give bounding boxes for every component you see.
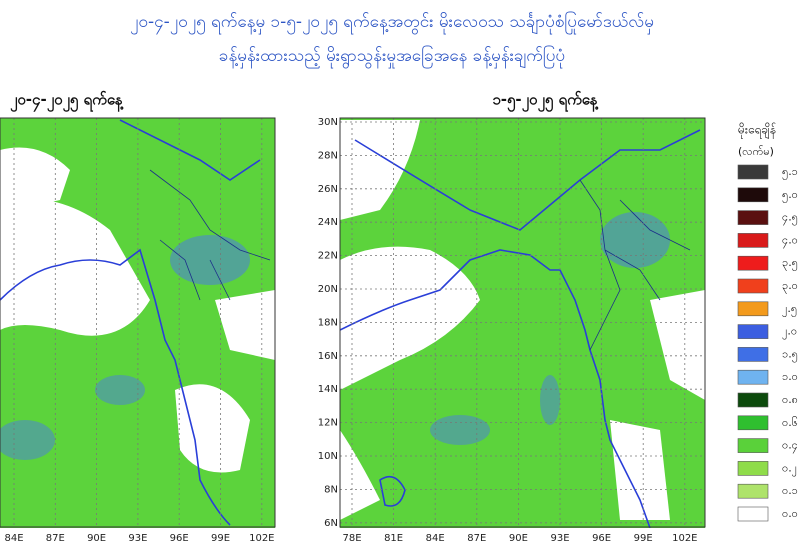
- y-tick-label: 12N: [318, 418, 338, 429]
- y-tick-label: 18N: [318, 317, 338, 328]
- x-tick-label: 87E: [46, 533, 65, 544]
- legend-label: ၁.၀: [782, 370, 798, 383]
- map-right: [340, 118, 705, 528]
- map-title: ၁-၅-၂၀၂၅ ရက်နေ့: [492, 90, 599, 113]
- y-tick-label: 20N: [318, 284, 338, 295]
- x-tick-label: 81E: [384, 533, 403, 544]
- legend-swatch: [737, 164, 769, 180]
- legend-label: ၂.၀: [782, 325, 797, 340]
- legend-swatch: [737, 301, 769, 317]
- x-tick-label: 78E: [342, 533, 361, 544]
- legend-swatch: [737, 483, 769, 499]
- legend-label: ၀.၀: [782, 507, 798, 520]
- y-tick-label: 8N: [324, 484, 338, 495]
- header-line: ၂၀-၄-၂၀၂၅ ရက်နေ့မှ ၁-၅-၂၀၂၅ ရက်နေ့အတွင်း…: [130, 10, 654, 35]
- y-tick-label: 26N: [318, 184, 338, 195]
- x-tick-label: 93E: [128, 533, 147, 544]
- y-tick-label: 28N: [318, 150, 338, 161]
- legend-label: ၀.၂: [782, 461, 797, 476]
- y-tick-label: 24N: [318, 217, 338, 228]
- legend-swatch: [737, 461, 769, 476]
- map-frame: [339, 117, 706, 528]
- legend-swatch: [737, 233, 769, 248]
- legend-label: ၁.၅: [782, 347, 798, 362]
- map-title: ၂၀-၄-၂၀၂၅ ရက်နေ့: [10, 90, 124, 113]
- legend-label: ၄.၀: [782, 233, 798, 248]
- legend-unit: (လက်မ): [738, 145, 774, 158]
- legend-swatch: [737, 392, 769, 408]
- y-tick-label: 14N: [318, 384, 338, 395]
- legend-label: ၀.၈: [782, 393, 798, 406]
- y-tick-label: 30N: [318, 117, 338, 128]
- x-tick-label: 84E: [4, 533, 23, 544]
- legend-label: ၀.၆: [782, 416, 798, 429]
- x-tick-label: 90E: [87, 533, 106, 544]
- x-tick-label: 102E: [249, 533, 274, 544]
- x-tick-label: 93E: [550, 533, 569, 544]
- legend-label: ၅.၀: [782, 188, 798, 203]
- legend-swatch: [737, 324, 769, 339]
- legend-swatch: [737, 347, 769, 362]
- map-frame: [0, 117, 276, 528]
- x-tick-label: 96E: [592, 533, 611, 544]
- legend-label: ၂.၅: [782, 302, 797, 317]
- x-tick-label: 99E: [634, 533, 653, 544]
- x-tick-label: 96E: [170, 533, 189, 544]
- legend-swatch: [737, 278, 769, 294]
- legend-swatch: [737, 506, 769, 522]
- legend-swatch: [737, 210, 769, 225]
- legend-label: ၄.၅: [782, 211, 798, 226]
- x-tick-label: 102E: [672, 533, 697, 544]
- legend-label: ၀.၁: [782, 484, 798, 497]
- legend-swatch: [737, 187, 769, 203]
- x-tick-label: 84E: [426, 533, 445, 544]
- legend-swatch: [737, 438, 769, 453]
- legend-swatch: [737, 415, 769, 431]
- x-tick-label: 87E: [467, 533, 486, 544]
- legend-label: ၅.၁: [782, 165, 798, 180]
- x-tick-label: 99E: [211, 533, 230, 544]
- x-tick-label: 90E: [509, 533, 528, 544]
- y-tick-label: 6N: [324, 518, 338, 529]
- legend-title: မိုးရေချိန်: [738, 122, 776, 140]
- legend-label: ၃.၅: [782, 256, 798, 271]
- legend-label: ၀.၄: [782, 439, 798, 454]
- legend-label: ၃.၀: [782, 279, 798, 294]
- header-line: ခန့်မှန်းထားသည့် မိုးရွာသွန်းမှုအခြေအနေ …: [219, 44, 565, 69]
- legend-swatch: [737, 369, 769, 385]
- y-tick-label: 10N: [318, 451, 338, 462]
- y-tick-label: 16N: [318, 351, 338, 362]
- y-tick-label: 22N: [318, 251, 338, 262]
- legend-swatch: [737, 255, 769, 271]
